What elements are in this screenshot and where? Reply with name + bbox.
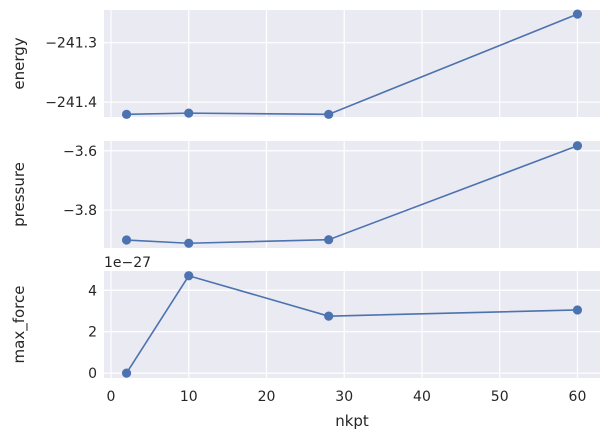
data-point	[324, 109, 334, 119]
y-tick-label: −241.3	[45, 36, 97, 52]
data-point	[121, 368, 132, 378]
x-tick-label: 30	[335, 389, 353, 405]
y-tick-label: 2	[88, 325, 97, 341]
y-tick-label: −241.4	[45, 95, 97, 111]
y-axis-label: pressure	[10, 162, 28, 227]
x-tick-label: 40	[413, 389, 431, 405]
x-tick-label: 60	[569, 389, 587, 405]
data-point	[324, 311, 334, 321]
data-point	[184, 271, 194, 281]
x-tick-label: 10	[180, 389, 198, 405]
y-tick-label: −3.6	[63, 144, 97, 160]
series-line	[126, 13, 578, 116]
y-axis-label: max_force	[10, 286, 29, 364]
plot-area	[104, 10, 600, 117]
y-tick-label: 0	[88, 366, 97, 382]
y-axis-label: energy	[10, 37, 28, 89]
subplot-max-force: 0 2 4 max_force 1e−27 0 10 20 30 40 50 60 nkpt	[10, 255, 600, 430]
data-point	[572, 305, 583, 315]
series-line	[126, 144, 578, 245]
data-point	[184, 108, 194, 118]
data-point	[324, 235, 334, 245]
x-tick-label: 0	[107, 389, 116, 405]
data-point	[121, 109, 132, 119]
offset-text: 1e−27	[104, 255, 151, 271]
subplot-energy: −241.4 −241.3 energy	[10, 9, 600, 119]
y-tick-label: 4	[88, 283, 97, 299]
y-tick-label: −3.8	[63, 203, 97, 219]
plot-area	[104, 271, 600, 378]
x-tick-label: 50	[491, 389, 509, 405]
x-axis-label: nkpt	[335, 412, 369, 430]
series-line	[125, 274, 578, 374]
x-tick-label: 20	[258, 389, 276, 405]
subplot-pressure: −3.8 −3.6 pressure	[10, 141, 600, 248]
data-point	[572, 9, 583, 19]
data-point	[572, 141, 583, 151]
plot-area	[104, 141, 600, 248]
data-point	[184, 238, 194, 248]
data-point	[121, 235, 132, 245]
